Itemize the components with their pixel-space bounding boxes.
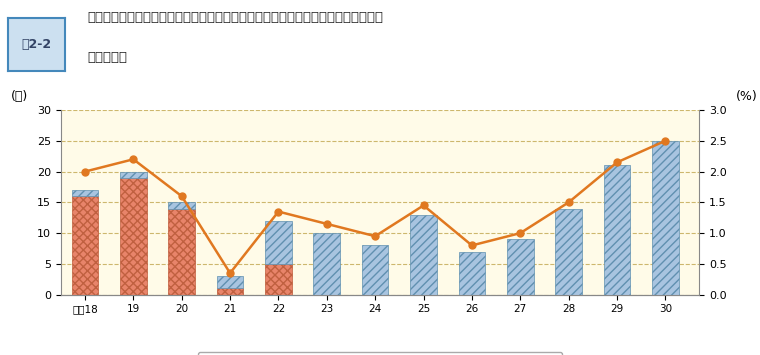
Bar <box>458 252 485 295</box>
派遣中（2年間）及び帰国後5年未満の者に占める離職者の割合 <box>322 222 331 226</box>
Bar <box>169 202 195 208</box>
Bar <box>313 233 340 295</box>
Line: 派遣中（2年間）及び帰国後5年未満の者に占める離職者の割合: 派遣中（2年間）及び帰国後5年未満の者に占める離職者の割合 <box>81 137 669 277</box>
Bar <box>217 289 243 295</box>
Legend: 償還対象者, 償還対象外離職者, 派遣中（2年間）及び帰国後5年未満の者に占める離職者の割合: 償還対象者, 償還対象外離職者, 派遣中（2年間）及び帰国後5年未満の者に占める… <box>198 351 562 355</box>
Bar <box>603 165 630 295</box>
派遣中（2年間）及び帰国後5年未満の者に占める離職者の割合 <box>516 231 525 235</box>
Bar <box>120 178 147 295</box>
Bar <box>265 264 292 295</box>
Text: (人): (人) <box>11 90 28 103</box>
派遣中（2年間）及び帰国後5年未満の者に占める離職者の割合 <box>467 243 477 247</box>
Text: 行政官長期在外研究員制度による派遣中及び帰国後５年未満の離職者数並びにその: 行政官長期在外研究員制度による派遣中及び帰国後５年未満の離職者数並びにその <box>87 11 383 24</box>
派遣中（2年間）及び帰国後5年未満の者に占める離職者の割合 <box>371 234 380 238</box>
派遣中（2年間）及び帰国後5年未満の者に占める離職者の割合 <box>177 194 186 198</box>
派遣中（2年間）及び帰国後5年未満の者に占める離職者の割合 <box>274 209 283 214</box>
Bar <box>265 221 292 264</box>
Bar <box>71 190 98 196</box>
Bar <box>217 276 243 289</box>
Bar <box>362 245 388 295</box>
派遣中（2年間）及び帰国後5年未満の者に占める離職者の割合 <box>564 200 573 204</box>
Text: 割合の推移: 割合の推移 <box>87 51 128 65</box>
Bar <box>120 171 147 178</box>
Bar <box>507 239 534 295</box>
Bar <box>71 196 98 295</box>
Text: (%): (%) <box>736 90 758 103</box>
派遣中（2年間）及び帰国後5年未満の者に占める離職者の割合 <box>419 203 428 208</box>
Bar <box>169 208 195 295</box>
派遣中（2年間）及び帰国後5年未満の者に占める離職者の割合 <box>226 271 235 275</box>
Bar <box>410 215 437 295</box>
Bar <box>652 141 679 295</box>
Text: 図2-2: 図2-2 <box>21 38 51 51</box>
派遣中（2年間）及び帰国後5年未満の者に占める離職者の割合 <box>613 160 622 164</box>
派遣中（2年間）及び帰国後5年未満の者に占める離職者の割合 <box>81 169 90 174</box>
派遣中（2年間）及び帰国後5年未満の者に占める離職者の割合 <box>660 139 670 143</box>
派遣中（2年間）及び帰国後5年未満の者に占める離職者の割合 <box>128 157 138 162</box>
Bar <box>556 208 582 295</box>
